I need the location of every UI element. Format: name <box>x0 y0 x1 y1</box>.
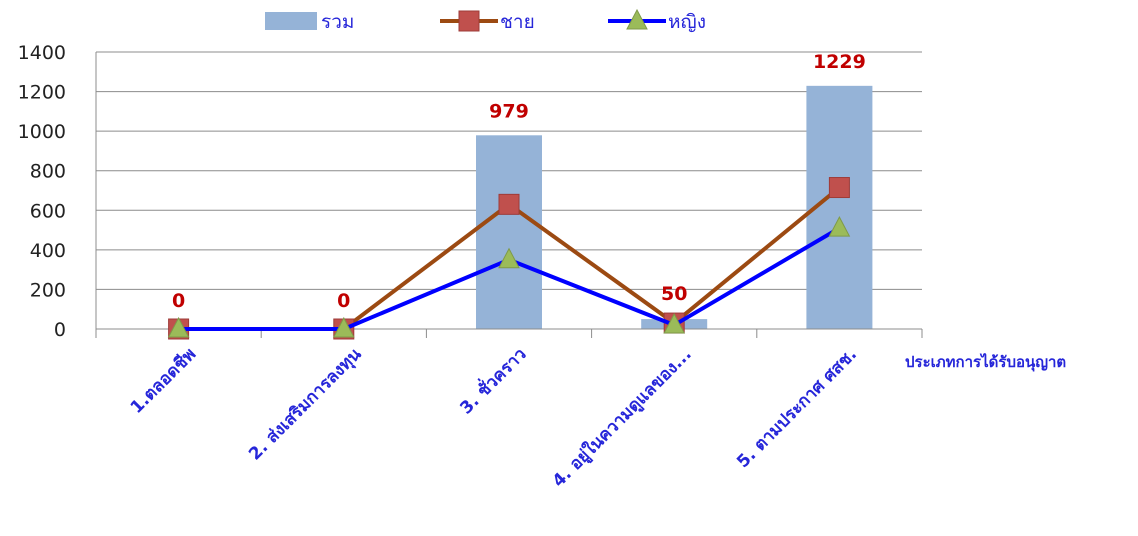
data-label: 1229 <box>813 51 866 73</box>
legend-swatch-total <box>265 12 317 30</box>
y-tick-label: 800 <box>30 161 66 183</box>
marker-female <box>828 216 851 237</box>
x-category-label: 5. ตามประกาศ ศสช. <box>733 344 861 472</box>
marker-male <box>828 177 850 199</box>
bar-total <box>476 135 542 329</box>
marker-female <box>332 316 355 338</box>
y-tick-label: 400 <box>30 240 66 262</box>
legend-marker-male <box>458 10 480 32</box>
data-label: 0 <box>337 290 350 312</box>
line-series <box>167 177 851 340</box>
marker-female <box>167 316 190 338</box>
x-category-label: 4. อยู่ในความดูแลของ... <box>548 344 696 492</box>
marker-female <box>498 247 520 269</box>
data-labels: 0 0 979 50 1229 <box>172 51 866 312</box>
x-category-label: 1.ตลอดชีพ <box>126 344 200 418</box>
legend-label: หญิง <box>668 11 706 33</box>
axes: 0 200 400 600 800 1000 1200 1400 1.ตลอดชีพ 2. ส่ง… <box>18 42 923 492</box>
legend-marker-female <box>626 8 648 30</box>
y-tick-label: 1000 <box>18 121 66 143</box>
legend: รวม ชาย หญิง <box>265 8 706 33</box>
marker-female <box>663 312 686 334</box>
y-tick-label: 1400 <box>18 42 66 64</box>
x-category-label: 2. ส่งเสริมการลงทุน <box>245 344 365 464</box>
x-category-label: 3. ชั่วคราว <box>454 342 530 418</box>
legend-label: ชาย <box>500 11 535 33</box>
y-tick-label: 600 <box>30 200 66 222</box>
data-label: 50 <box>661 283 687 305</box>
y-tick-label: 0 <box>54 319 66 341</box>
marker-male <box>498 193 520 215</box>
legend-label: รวม <box>321 11 354 33</box>
data-label: 979 <box>489 100 529 122</box>
y-tick-label: 200 <box>30 279 66 301</box>
x-axis-title: ประเภทการได้รับอนุญาต <box>905 352 1066 372</box>
data-label: 0 <box>172 290 185 312</box>
y-tick-label: 1200 <box>18 82 66 104</box>
